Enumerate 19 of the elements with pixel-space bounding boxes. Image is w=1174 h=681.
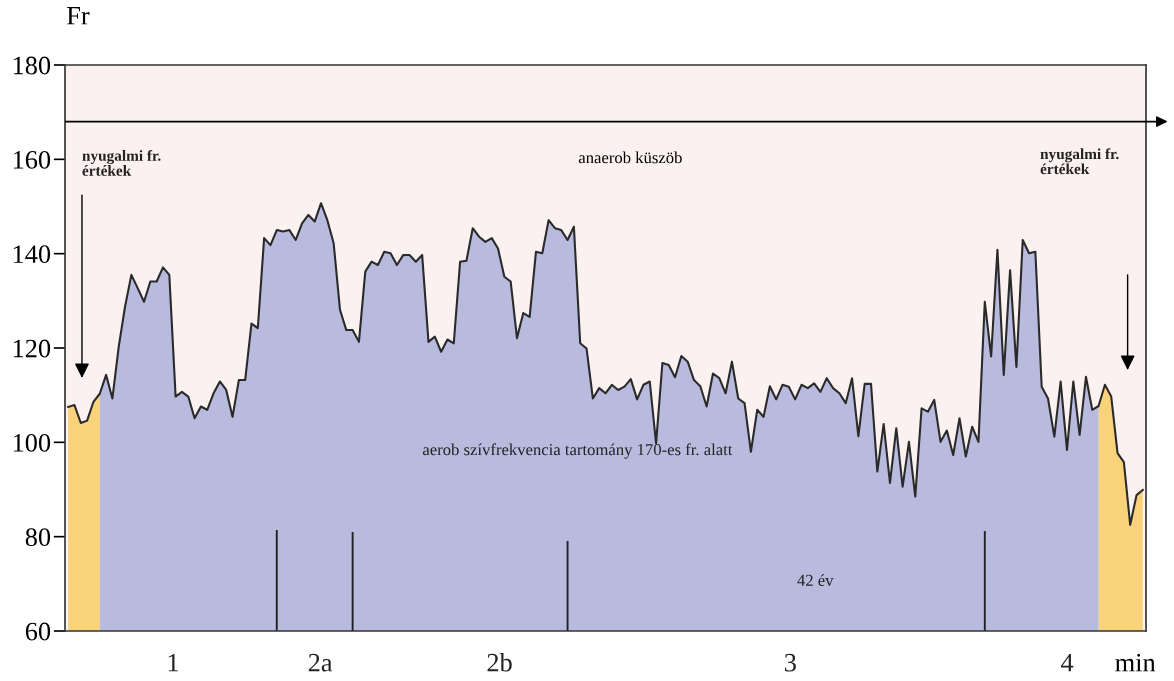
annotation: nyugalmi fr. értékek <box>82 149 161 176</box>
y-tick-label: 120 <box>13 339 51 358</box>
y-tick-label: 60 <box>25 622 51 641</box>
text: 2a <box>308 653 333 672</box>
text: 1 <box>168 653 179 672</box>
annotation: 42 év <box>797 574 834 586</box>
text: 4 <box>1061 653 1074 672</box>
y-tick-label: 140 <box>13 245 51 264</box>
ref-line-label: anaerob küszöb <box>578 151 682 164</box>
x-axis-title: min <box>1115 653 1156 672</box>
annotation: nyugalmi fr. értékek <box>1040 148 1119 175</box>
y-tick-label: 80 <box>25 528 51 547</box>
annotation: aerob szívfrekvencia tartomány 170-es fr. alatt <box>422 443 733 459</box>
text: 3 <box>785 653 796 672</box>
text: 2b <box>487 652 512 672</box>
y-tick-label: 100 <box>13 433 51 452</box>
y-axis-title: Fr <box>67 7 90 25</box>
y-tick-label: 180 <box>13 56 51 75</box>
y-tick-label: 160 <box>13 150 51 169</box>
